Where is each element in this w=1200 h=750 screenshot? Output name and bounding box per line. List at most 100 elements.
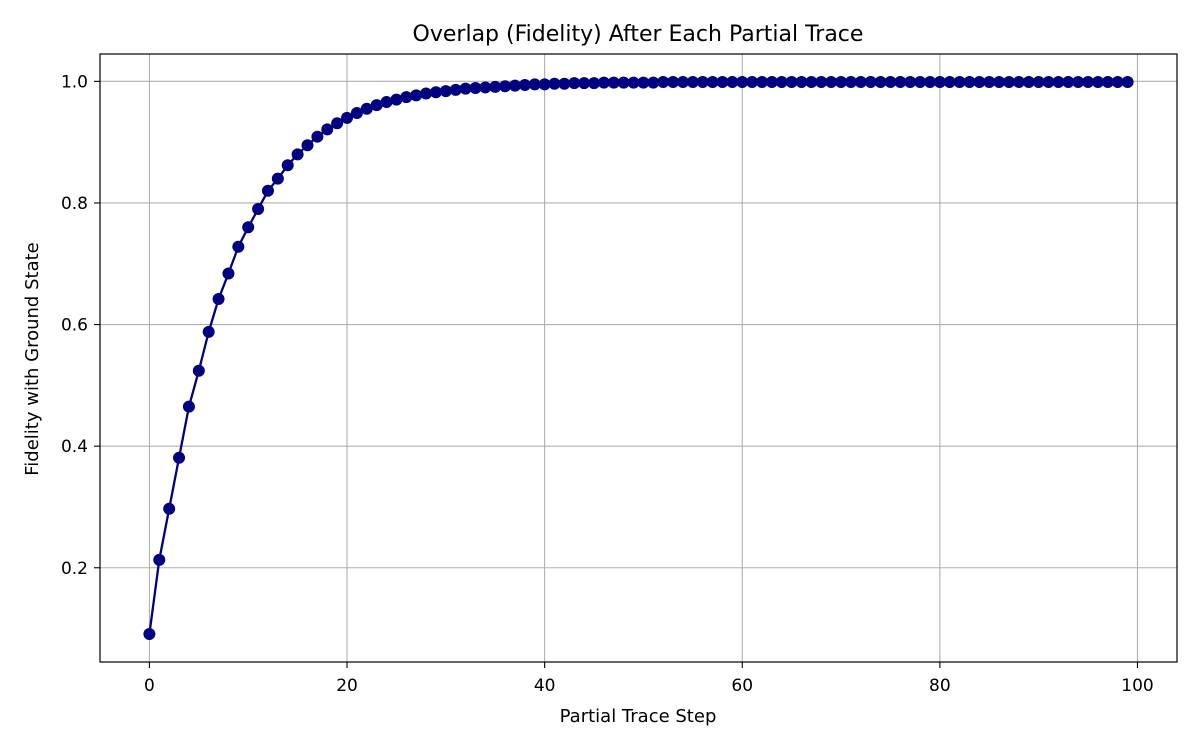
data-point — [489, 80, 502, 93]
data-point — [578, 77, 591, 90]
data-point — [163, 502, 176, 515]
data-point — [588, 77, 601, 90]
data-point — [864, 75, 877, 88]
data-point — [558, 77, 571, 90]
data-point — [854, 75, 867, 88]
data-point — [933, 75, 946, 88]
x-tick-label: 40 — [534, 676, 556, 696]
data-point — [192, 364, 205, 377]
data-point — [182, 400, 195, 413]
data-point — [647, 76, 660, 89]
data-point — [775, 75, 788, 88]
data-point — [637, 76, 650, 89]
data-point — [716, 75, 729, 88]
data-point — [429, 86, 442, 99]
data-point — [835, 75, 848, 88]
data-point — [291, 148, 304, 161]
data-point — [1022, 75, 1035, 88]
data-point — [874, 75, 887, 88]
data-point — [657, 75, 670, 88]
y-tick-label: 0.6 — [61, 316, 88, 336]
data-point — [499, 80, 512, 93]
data-point — [331, 117, 344, 130]
data-point — [400, 91, 413, 104]
data-point — [756, 75, 769, 88]
data-point — [518, 79, 531, 92]
x-tick-label: 0 — [144, 676, 155, 696]
data-point — [370, 99, 383, 112]
data-point — [301, 139, 314, 152]
data-point — [548, 77, 561, 90]
data-point — [607, 76, 620, 89]
data-point — [321, 123, 334, 136]
data-point — [479, 81, 492, 94]
data-point — [785, 75, 798, 88]
data-point — [202, 325, 215, 338]
data-point — [341, 111, 354, 124]
data-point — [311, 130, 324, 143]
data-point — [439, 85, 452, 98]
data-point — [1012, 75, 1025, 88]
plot-frame — [99, 53, 1178, 663]
data-point — [1111, 75, 1124, 88]
data-point — [746, 75, 759, 88]
data-point — [281, 159, 294, 172]
data-point — [696, 75, 709, 88]
data-point — [173, 451, 186, 464]
data-point — [993, 75, 1006, 88]
data-point — [884, 75, 897, 88]
x-axis-label: Partial Trace Step — [560, 706, 717, 727]
x-tick-label: 20 — [336, 676, 358, 696]
axis-ticks: 0 20 40 60 80 100 0.2 0.4 0.6 0.8 1.0 — [61, 72, 1154, 696]
data-point — [459, 82, 472, 95]
data-point — [252, 203, 265, 216]
data-point — [261, 184, 274, 197]
data-point — [765, 75, 778, 88]
data-point — [449, 83, 462, 96]
data-point — [904, 75, 917, 88]
data-point — [844, 75, 857, 88]
data-point — [1042, 75, 1055, 88]
data-point — [1072, 75, 1085, 88]
data-point — [597, 76, 610, 89]
data-point — [815, 75, 828, 88]
data-point — [143, 628, 156, 641]
data-point — [953, 75, 966, 88]
data-point — [380, 96, 393, 109]
grid-lines — [100, 54, 1177, 662]
data-point — [1082, 75, 1095, 88]
data-point — [686, 75, 699, 88]
data-point — [1101, 75, 1114, 88]
data-point — [1003, 75, 1016, 88]
data-point — [1052, 75, 1065, 88]
data-point — [617, 76, 630, 89]
data-point — [914, 75, 927, 88]
chart-title: Overlap (Fidelity) After Each Partial Tr… — [413, 22, 864, 47]
data-point — [825, 75, 838, 88]
data-point — [726, 75, 739, 88]
data-point — [153, 553, 166, 566]
x-tick-label: 80 — [929, 676, 951, 696]
data-point — [222, 267, 235, 280]
data-point — [736, 75, 749, 88]
y-tick-label: 0.4 — [61, 437, 88, 457]
data-point — [271, 172, 284, 185]
data-point — [508, 79, 521, 92]
data-point — [667, 75, 680, 88]
data-point — [805, 75, 818, 88]
x-tick-label: 60 — [731, 676, 753, 696]
data-point — [627, 76, 640, 89]
data-point — [1032, 75, 1045, 88]
data-point — [706, 75, 719, 88]
data-point — [350, 106, 363, 119]
data-point — [983, 75, 996, 88]
y-axis-label: Fidelity with Ground State — [22, 242, 43, 475]
data-point — [528, 78, 541, 91]
data-point — [568, 77, 581, 90]
series-layer — [143, 75, 1134, 641]
data-point — [420, 87, 433, 100]
data-point — [242, 221, 255, 234]
